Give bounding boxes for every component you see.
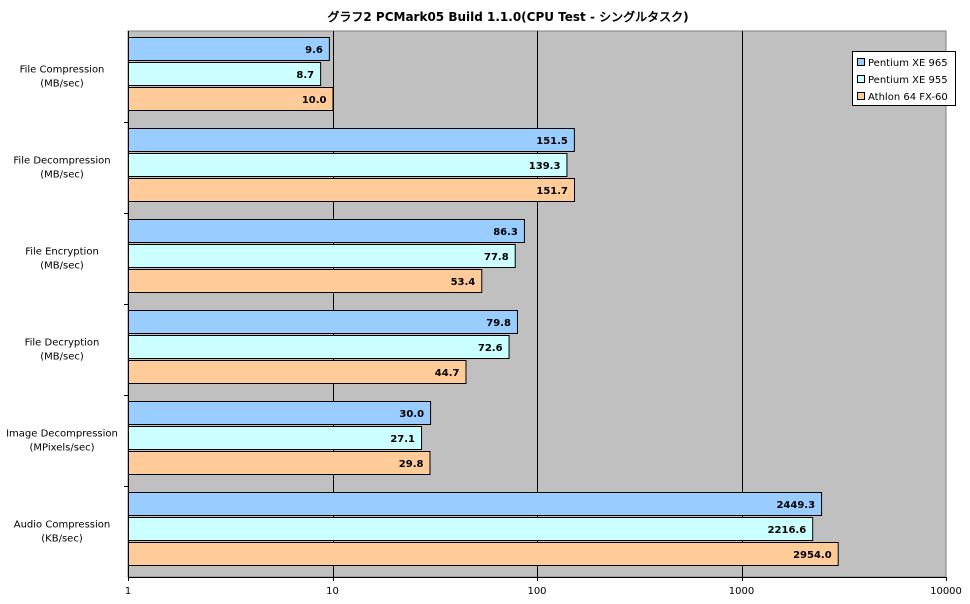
bar-value-label: 30.0 (399, 409, 424, 420)
bar (128, 401, 432, 425)
category-label: (MB/sec) (40, 261, 84, 272)
category-label: File Compression (20, 65, 105, 76)
bar (128, 426, 423, 450)
legend-swatch (857, 75, 865, 83)
legend-swatch (857, 58, 865, 66)
legend-entry: Athlon 64 FX-60 (868, 92, 948, 103)
bar (128, 310, 518, 334)
bar-value-label: 8.7 (296, 70, 314, 81)
category-label: (MB/sec) (40, 170, 84, 181)
category-label: (MB/sec) (40, 79, 84, 90)
bar (128, 269, 483, 293)
legend-entry: Pentium XE 955 (868, 75, 948, 86)
bar (128, 451, 431, 475)
bar (128, 219, 525, 243)
legend-box (852, 51, 956, 106)
bar (128, 128, 575, 152)
category-label: (MPixels/sec) (30, 443, 95, 454)
bar-value-label: 27.1 (390, 434, 415, 445)
bar (128, 360, 467, 384)
bar-value-label: 151.5 (536, 136, 568, 147)
bar-value-label: 10.0 (302, 95, 327, 106)
category-label: (MB/sec) (40, 352, 84, 363)
legend: Pentium XE 965 Pentium XE 955 Athlon 64 FX… (852, 51, 956, 106)
bar (128, 335, 510, 359)
x-tick-label: 100 (527, 586, 546, 597)
bar-value-label: 151.7 (536, 186, 568, 197)
bar-value-label: 139.3 (529, 161, 561, 172)
bar (128, 87, 334, 111)
category-label: Audio Compression (14, 520, 111, 531)
category-label: File Decompression (13, 156, 110, 167)
bar (128, 244, 516, 268)
x-tick-label: 1000 (729, 586, 754, 597)
bar (128, 178, 576, 202)
bar (128, 153, 568, 177)
category-label: File Decryption (25, 338, 100, 349)
legend-entry: Pentium XE 965 (868, 58, 948, 69)
bar-value-label: 9.6 (305, 45, 323, 56)
bar-value-label: 2449.3 (776, 500, 815, 511)
bar-value-label: 53.4 (451, 277, 476, 288)
bar-value-label: 86.3 (493, 227, 518, 238)
bar-value-label: 44.7 (435, 368, 460, 379)
bar-value-label: 2954.0 (793, 550, 832, 561)
legend-swatch (857, 92, 865, 100)
bar (128, 37, 330, 61)
bar (128, 542, 839, 566)
bar-value-label: 2216.6 (768, 525, 807, 536)
x-tick-label: 10000 (930, 586, 962, 597)
category-label: (KB/sec) (41, 534, 83, 545)
plot-area: 1 10 100 1000 10000 9.6 8.7 10.0 File Compressio… (6, 30, 962, 597)
bar (128, 62, 322, 86)
x-tick-label: 1 (125, 586, 131, 597)
category-label: File Encryption (25, 247, 99, 258)
category-label: Image Decompression (6, 429, 118, 440)
bar (128, 492, 823, 516)
bar (128, 517, 814, 541)
bar-value-label: 72.6 (478, 343, 503, 354)
bar-value-label: 79.8 (486, 318, 511, 329)
bar-value-label: 77.8 (484, 252, 509, 263)
chart-title: グラフ2 PCMark05 Build 1.1.0(CPU Test - シング… (327, 9, 688, 24)
bar-value-label: 29.8 (399, 459, 424, 470)
x-tick-label: 10 (326, 586, 339, 597)
